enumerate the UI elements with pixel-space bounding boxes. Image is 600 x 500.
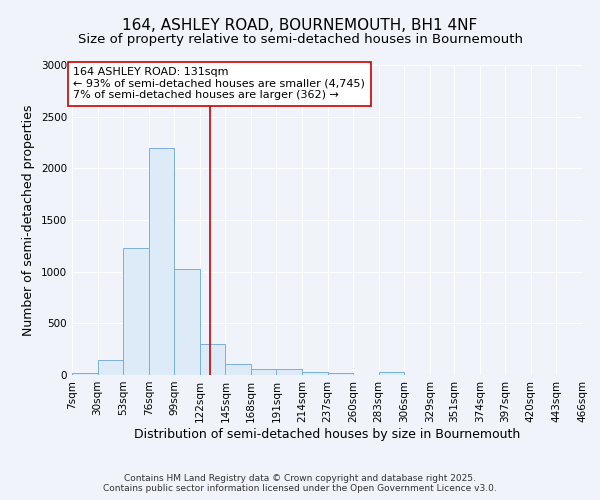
Bar xyxy=(302,372,328,375)
Text: Contains public sector information licensed under the Open Government Licence v3: Contains public sector information licen… xyxy=(103,484,497,493)
Bar xyxy=(123,248,149,375)
Bar xyxy=(328,373,353,375)
Bar xyxy=(98,360,123,375)
Bar xyxy=(251,370,277,375)
Bar xyxy=(149,148,174,375)
Text: Size of property relative to semi-detached houses in Bournemouth: Size of property relative to semi-detach… xyxy=(77,32,523,46)
Y-axis label: Number of semi-detached properties: Number of semi-detached properties xyxy=(22,104,35,336)
Bar xyxy=(226,364,251,375)
Bar xyxy=(72,373,98,375)
X-axis label: Distribution of semi-detached houses by size in Bournemouth: Distribution of semi-detached houses by … xyxy=(134,428,520,440)
Text: 164, ASHLEY ROAD, BOURNEMOUTH, BH1 4NF: 164, ASHLEY ROAD, BOURNEMOUTH, BH1 4NF xyxy=(122,18,478,32)
Text: Contains HM Land Registry data © Crown copyright and database right 2025.: Contains HM Land Registry data © Crown c… xyxy=(124,474,476,483)
Bar xyxy=(277,370,302,375)
Bar xyxy=(200,344,226,375)
Text: 164 ASHLEY ROAD: 131sqm
← 93% of semi-detached houses are smaller (4,745)
7% of : 164 ASHLEY ROAD: 131sqm ← 93% of semi-de… xyxy=(73,67,365,100)
Bar xyxy=(174,268,200,375)
Bar xyxy=(379,372,404,375)
